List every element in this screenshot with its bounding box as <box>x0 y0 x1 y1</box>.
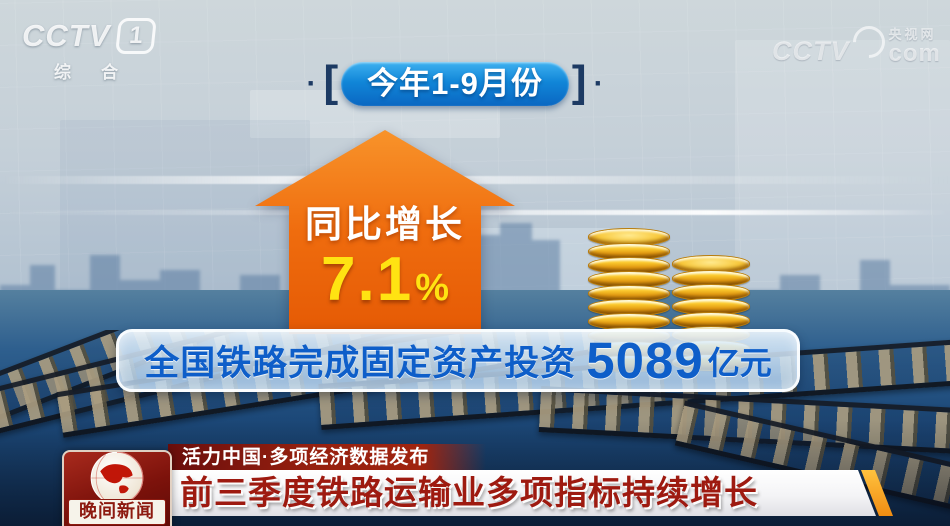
period-callout: · [ 今年1-9月份 ] · <box>280 60 630 108</box>
growth-value-number: 7.1 <box>321 245 414 314</box>
growth-label: 同比增长 <box>305 204 465 245</box>
watermark-site-text: 央视网 <box>888 27 937 42</box>
globe-icon <box>90 452 144 505</box>
watermark-cctv-text: CCTV <box>772 36 850 66</box>
channel-logo: CCTV 1 综合 <box>22 18 158 83</box>
watermark-swoosh-icon <box>845 19 892 65</box>
light-streak <box>0 176 950 184</box>
news-headline-text: 前三季度铁路运输业多项指标持续增长 <box>180 474 758 511</box>
stat-label: 全国铁路完成固定资产投资 <box>144 344 577 383</box>
stat-value: 5089 <box>586 332 704 389</box>
program-logo: 晚间新闻 <box>62 450 172 526</box>
period-dot-left: · <box>306 67 317 100</box>
channel-logo-text: CCTV <box>22 18 111 53</box>
stat-unit: 亿元 <box>707 344 772 381</box>
program-name: 晚间新闻 <box>68 499 166 525</box>
news-headline-strip: 前三季度铁路运输业多项指标持续增长 <box>164 470 876 516</box>
period-bracket-left: [ <box>323 57 339 106</box>
channel-number-badge: 1 <box>115 18 158 54</box>
growth-arrow-up-icon <box>255 130 515 334</box>
growth-value-unit: % <box>415 267 449 309</box>
period-pill: 今年1-9月份 <box>341 62 569 106</box>
growth-value: 7.1 % <box>250 244 520 315</box>
stat-banner: 全国铁路完成固定资产投资 5089 亿元 <box>116 329 800 392</box>
watermark-com-text: com <box>888 40 941 67</box>
cctv-com-watermark: CCTV 央视网 com <box>772 19 941 67</box>
period-bracket-right: ] <box>571 57 587 106</box>
news-topic-strip: 活力中国·多项经济数据发布 <box>168 444 486 472</box>
period-dot-right: · <box>593 67 604 100</box>
news-topic-text: 活力中国·多项经济数据发布 <box>182 447 430 468</box>
channel-subtitle: 综合 <box>54 63 148 82</box>
